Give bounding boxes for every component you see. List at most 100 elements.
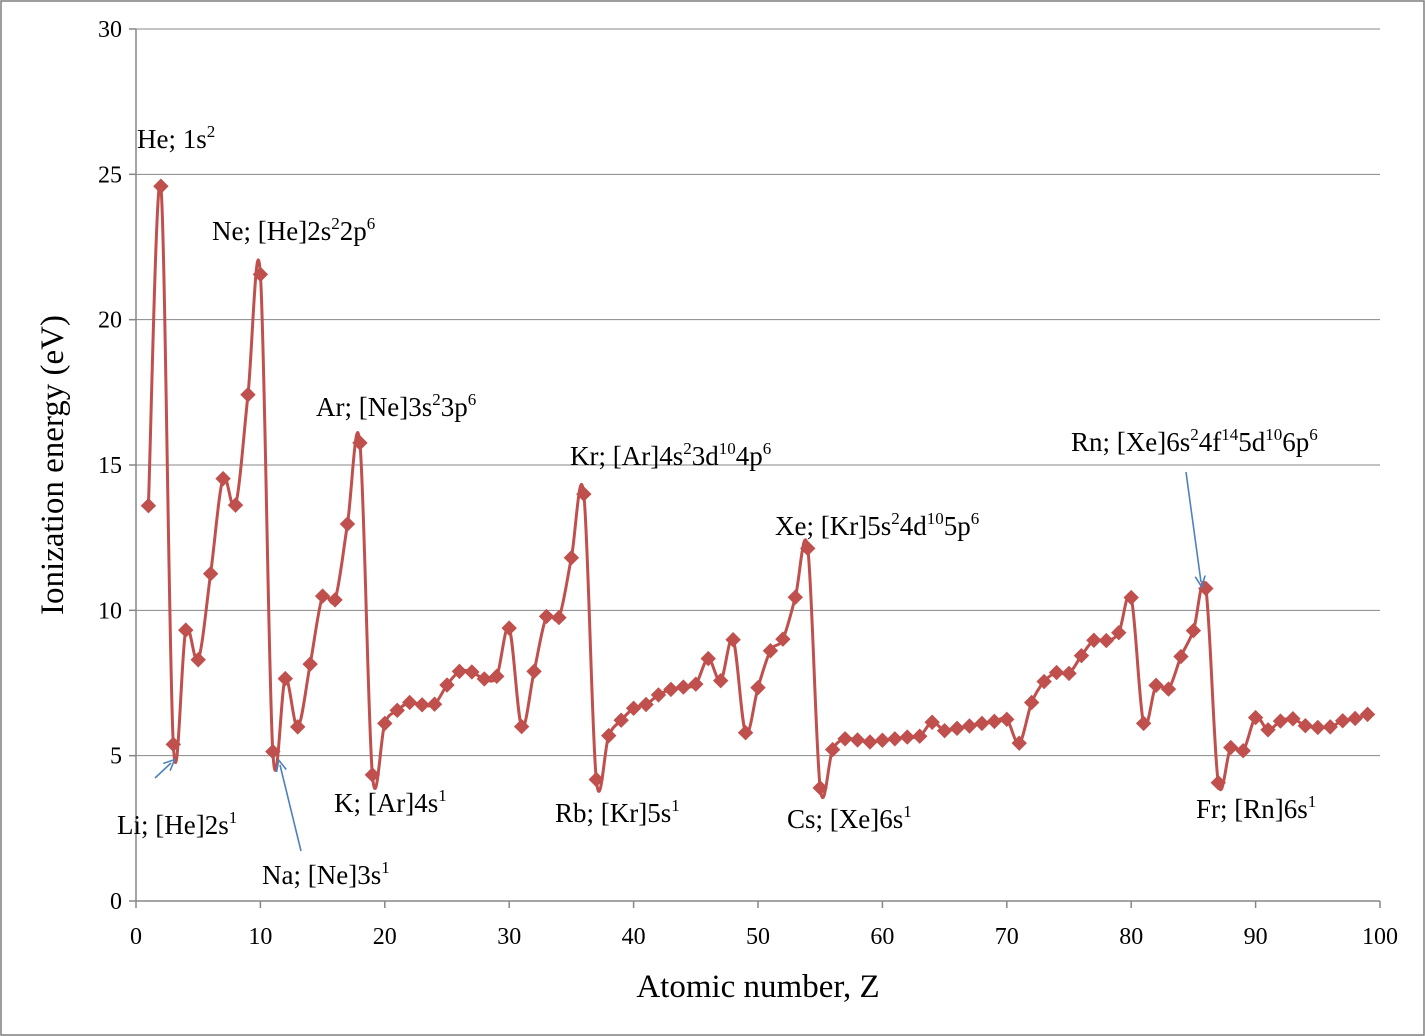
data-point-z15: [314, 588, 331, 604]
data-point-z95: [1310, 719, 1326, 736]
data-point-z37: [588, 771, 604, 788]
data-point-z65: [936, 722, 953, 739]
data-point-z21: [389, 702, 405, 719]
data-point-z49: [737, 724, 754, 741]
data-point-z54: [800, 540, 816, 557]
x-tick-label: 90: [1244, 924, 1268, 950]
data-point-z79: [1111, 625, 1127, 641]
data-point-z23: [414, 697, 430, 713]
y-tick-label: 10: [98, 598, 122, 624]
annotation-k: K; [Ar]4s1: [334, 786, 447, 818]
data-point-z78: [1098, 632, 1115, 649]
data-point-z35: [563, 550, 580, 566]
arrow-na: [280, 765, 302, 852]
annotation-fr: Fr; [Rn]6s1: [1196, 792, 1316, 824]
data-point-z50: [750, 679, 766, 696]
data-point-z66: [949, 720, 965, 737]
data-point-z57: [837, 731, 853, 747]
data-point-z73: [1036, 673, 1052, 690]
data-point-z10: [252, 266, 269, 283]
data-point-z6: [202, 566, 219, 582]
x-tick-label: 100: [1362, 924, 1398, 950]
data-point-z94: [1297, 718, 1314, 734]
data-point-z81: [1135, 715, 1152, 732]
data-point-z64: [924, 714, 940, 730]
x-tick-label: 40: [622, 924, 646, 950]
data-point-z39: [613, 712, 629, 728]
data-point-z51: [762, 643, 779, 659]
data-point-z34: [551, 609, 567, 626]
x-tick-label: 70: [995, 924, 1019, 950]
tick-labels: 0 5 10 15 20 25 30 0 10 20 30 40 50 60 70 80 90 100: [98, 17, 1398, 950]
data-point-z87: [1210, 774, 1226, 791]
data-point-z36: [576, 486, 592, 502]
data-point-z12: [277, 670, 293, 687]
y-tick-label: 20: [98, 308, 122, 334]
x-tick-label: 10: [248, 924, 272, 950]
data-point-z8: [227, 497, 244, 513]
data-point-z92: [1272, 713, 1289, 729]
callout-arrows: [154, 471, 1201, 852]
data-point-z56: [824, 741, 841, 758]
data-point-z13: [290, 719, 306, 735]
arrow-rn: [1185, 471, 1201, 582]
data-point-z28: [476, 671, 493, 687]
data-point-z33: [538, 608, 555, 625]
data-point-z18: [352, 435, 368, 451]
data-point-z5: [190, 652, 206, 668]
annotation-na: Na; [Ne]3s1: [262, 858, 390, 890]
data-point-z47: [712, 672, 729, 689]
axes: [129, 28, 1381, 908]
data-point-z70: [999, 711, 1015, 728]
data-point-z59: [862, 734, 878, 750]
data-point-z75: [1061, 665, 1077, 682]
data-point-z55: [812, 780, 828, 796]
data-point-z89: [1235, 743, 1251, 759]
data-point-z93: [1285, 711, 1301, 727]
annotation-kr: Kr; [Ar]4s23d104p6: [570, 439, 771, 471]
annotation-rn: Rn; [Xe]6s24f145d106p6: [1071, 425, 1318, 457]
data-point-z3: [165, 736, 182, 753]
data-point-z44: [675, 679, 692, 695]
annotation-xe: Xe; [Kr]5s24d105p6: [775, 509, 979, 541]
data-markers: [140, 178, 1376, 796]
data-point-z69: [986, 713, 1003, 730]
data-point-z43: [663, 681, 679, 698]
data-point-z52: [775, 631, 791, 647]
data-point-z31: [513, 718, 530, 735]
data-point-z71: [1011, 735, 1027, 751]
data-point-z1: [140, 497, 157, 514]
data-point-z19: [364, 767, 381, 783]
annotation-rb: Rb; [Kr]5s1: [555, 796, 680, 828]
x-tick-label: 60: [870, 924, 894, 950]
data-point-z72: [1023, 694, 1040, 711]
data-point-z77: [1086, 632, 1102, 648]
data-point-z4: [178, 622, 194, 638]
data-point-z16: [327, 592, 343, 608]
data-point-z24: [426, 696, 443, 712]
data-point-z7: [215, 470, 231, 487]
data-point-z60: [874, 732, 891, 748]
data-point-z88: [1223, 739, 1239, 756]
y-axis-title: Ionization energy (eV): [35, 315, 71, 615]
data-point-z41: [638, 696, 654, 713]
annotation-cs: Cs; [Xe]6s1: [787, 802, 912, 834]
data-point-z91: [1260, 722, 1276, 738]
data-point-z99: [1359, 706, 1376, 723]
data-point-z96: [1322, 719, 1338, 735]
data-point-z76: [1073, 647, 1090, 664]
data-point-z58: [849, 732, 866, 748]
data-point-z48: [725, 631, 741, 648]
data-point-z11: [265, 743, 281, 760]
data-point-z84: [1173, 648, 1189, 665]
data-point-z67: [961, 718, 978, 734]
x-tick-label: 50: [746, 924, 770, 950]
data-point-z90: [1247, 709, 1264, 726]
x-axis-title: Atomic number, Z: [636, 969, 879, 1005]
data-point-z53: [787, 589, 804, 605]
y-tick-label: 15: [98, 453, 122, 479]
data-point-z2: [153, 178, 169, 194]
data-point-z46: [700, 650, 716, 667]
